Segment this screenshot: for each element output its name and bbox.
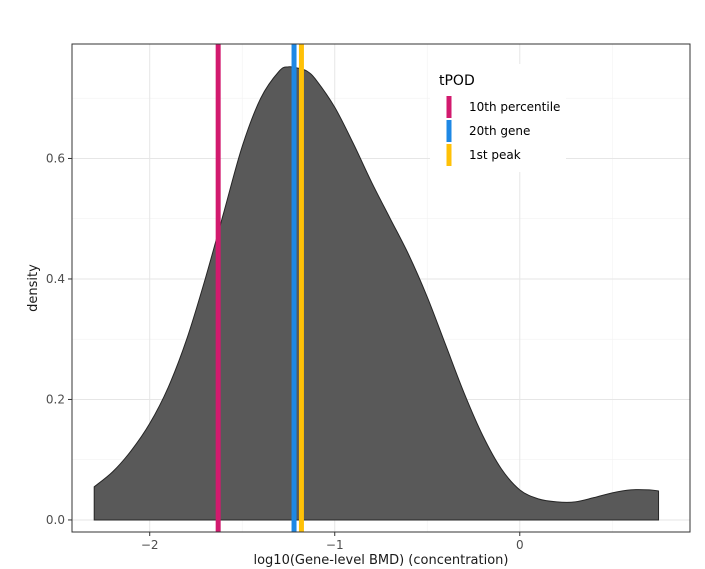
legend-label-2: 1st peak bbox=[469, 148, 521, 162]
x-axis-title: log10(Gene-level BMD) (concentration) bbox=[253, 553, 508, 568]
y-tick-label: 0.4 bbox=[46, 272, 65, 286]
legend-label-0: 10th percentile bbox=[469, 100, 560, 114]
y-tick-label: 0.2 bbox=[46, 392, 65, 406]
legend: tPOD 10th percentile 20th gene 1st peak bbox=[430, 64, 566, 172]
x-tick-label: −2 bbox=[141, 538, 159, 552]
x-axis: −2 −1 0 bbox=[141, 532, 524, 552]
y-axis: 0.0 0.2 0.4 0.6 bbox=[46, 151, 72, 527]
density-area bbox=[93, 66, 660, 521]
y-axis-title: density bbox=[26, 264, 41, 312]
legend-title: tPOD bbox=[439, 73, 475, 89]
plot-panel-border bbox=[71, 43, 691, 533]
y-tick-label: 0.6 bbox=[46, 151, 65, 165]
tpod-lines bbox=[215, 44, 304, 532]
x-tick-label: 0 bbox=[516, 538, 524, 552]
legend-label-1: 20th gene bbox=[469, 124, 530, 138]
y-tick-label: 0.0 bbox=[46, 513, 65, 527]
x-tick-label: −1 bbox=[326, 538, 344, 552]
legend-background bbox=[430, 64, 566, 172]
